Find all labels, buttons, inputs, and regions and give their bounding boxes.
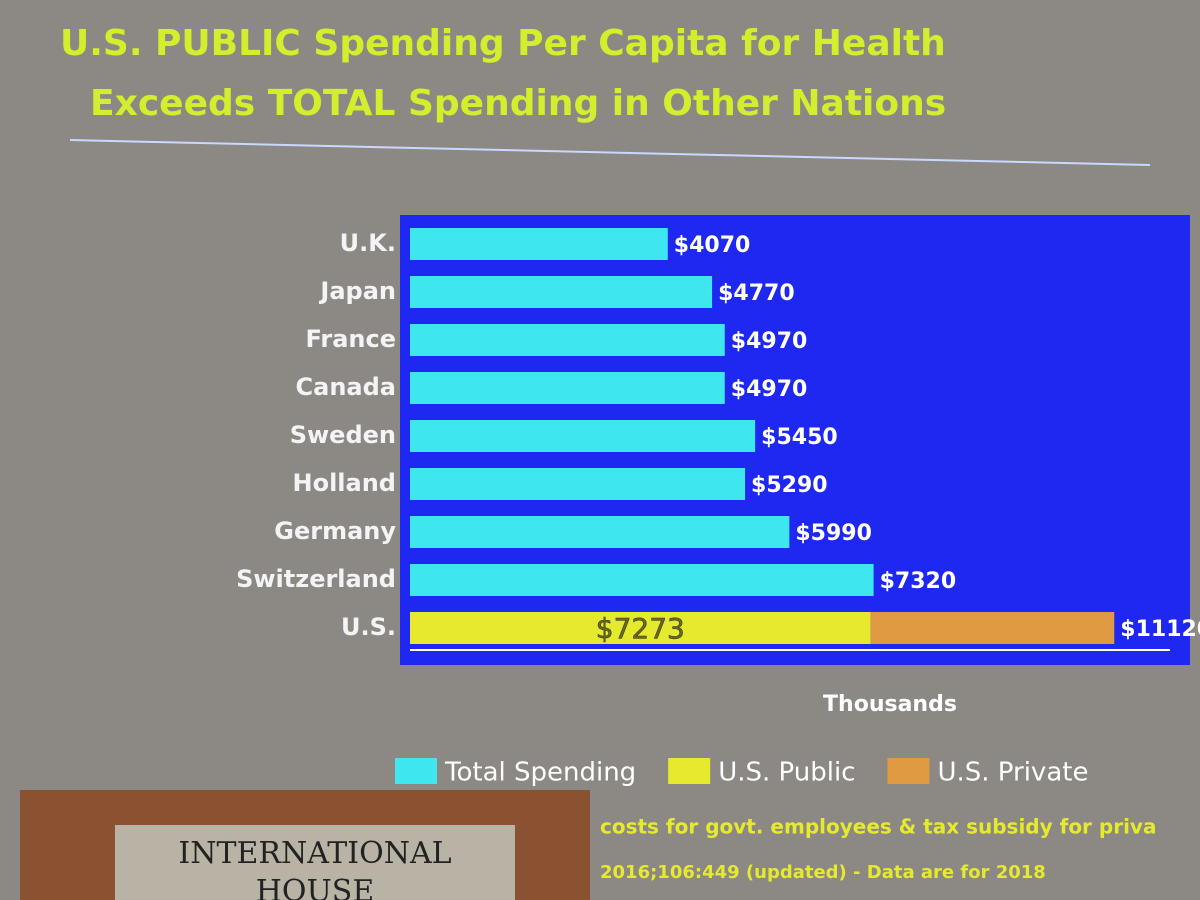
y-tick-label: Japan — [318, 277, 396, 305]
x-axis-label: Thousands — [823, 692, 957, 717]
legend-swatch — [887, 758, 930, 784]
bar — [410, 420, 756, 452]
y-tick-label: Holland — [293, 469, 397, 497]
y-tick-label: France — [306, 325, 396, 353]
footnote: 2016;106:449 (updated) - Data are for 20… — [600, 862, 1046, 883]
bar — [410, 612, 871, 644]
bar — [410, 516, 790, 548]
value-label: $4970 — [731, 377, 808, 402]
bar — [410, 228, 668, 260]
total-label: $11120 — [1120, 617, 1200, 642]
value-label: $5290 — [751, 473, 828, 498]
legend-swatch — [395, 758, 437, 784]
value-label: $5450 — [761, 425, 838, 450]
legend-label: Total Spending — [444, 758, 636, 788]
legend-label: U.S. Private — [937, 758, 1088, 788]
legend-swatch — [668, 758, 711, 784]
chart-title: Exceeds TOTAL Spending in Other Nations — [90, 83, 946, 124]
value-label: $4970 — [731, 329, 808, 354]
podium-text: INTERNATIONAL — [178, 836, 451, 871]
legend-label: U.S. Public — [718, 758, 855, 788]
title-rule — [69, 139, 1151, 166]
value-label: $4070 — [674, 233, 751, 258]
podium-text: HOUSE — [256, 874, 375, 900]
bar — [410, 276, 713, 308]
bar — [410, 324, 725, 356]
podium: INTERNATIONAL HOUSE — [20, 790, 590, 900]
value-label: $4770 — [718, 281, 795, 306]
bar — [410, 564, 874, 596]
y-tick-label: Germany — [274, 517, 396, 545]
y-tick-label: U.S. — [341, 613, 396, 641]
footnote: costs for govt. employees & tax subsidy … — [600, 815, 1156, 839]
value-label: $7320 — [880, 569, 957, 594]
y-tick-label: Sweden — [290, 421, 396, 449]
chart-title: U.S. PUBLIC Spending Per Capita for Heal… — [60, 23, 946, 64]
bar — [410, 468, 746, 500]
value-label: $7273 — [596, 612, 685, 645]
y-tick-label: U.K. — [340, 229, 396, 257]
bar — [870, 612, 1115, 644]
y-tick-label: Switzerland — [236, 565, 396, 593]
bar — [410, 372, 725, 404]
podium-sign — [115, 825, 515, 900]
value-label: $5990 — [795, 521, 872, 546]
y-tick-label: Canada — [296, 373, 396, 401]
